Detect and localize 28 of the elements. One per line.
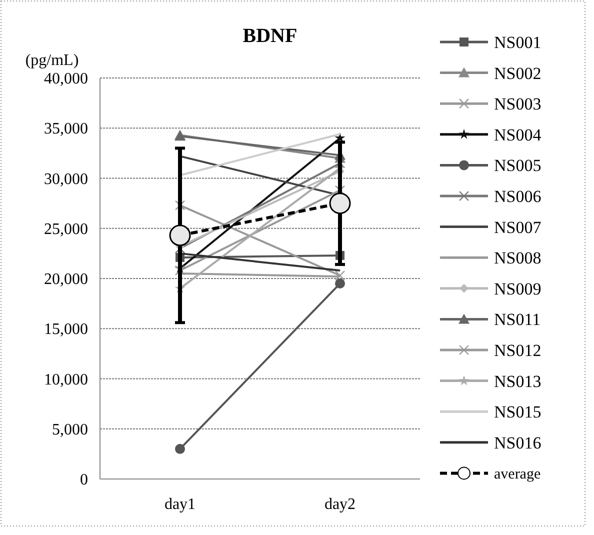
legend-label: NS008 <box>494 248 542 268</box>
legend-label: NS001 <box>494 32 542 52</box>
y-tick-label: 15,000 <box>44 321 88 338</box>
y-axis-title: (pg/mL) <box>25 52 79 69</box>
legend-label: NS015 <box>494 402 542 422</box>
legend-label: NS011 <box>494 310 541 330</box>
legend-label: NS013 <box>494 372 542 391</box>
y-tick-label: 10,000 <box>44 371 88 388</box>
legend-label: NS005 <box>494 156 542 176</box>
legend-label: NS016 <box>494 433 542 452</box>
legend-label: NS007 <box>494 218 542 237</box>
legend-label: NS009 <box>494 279 542 298</box>
legend-label: NS002 <box>494 64 542 83</box>
y-tick-label: 40,000 <box>44 70 88 88</box>
y-tick-label: 25,000 <box>44 220 88 238</box>
y-tick-label: 30,000 <box>44 170 88 188</box>
y-tick-label: 0 <box>80 472 88 489</box>
legend-label: NS003 <box>494 94 542 114</box>
chart-title: BDNF <box>242 25 298 47</box>
y-tick-label: 5,000 <box>52 421 88 438</box>
y-tick-label: 35,000 <box>44 120 88 138</box>
legend-label: NS004 <box>494 125 542 144</box>
x-tick-label: day2 <box>324 496 356 513</box>
legend-label: NS012 <box>494 340 542 360</box>
x-tick-label: day1 <box>164 496 196 513</box>
legend-label: average <box>494 466 541 482</box>
legend-label: NS006 <box>494 186 542 206</box>
y-tick-label: 20,000 <box>44 271 88 288</box>
